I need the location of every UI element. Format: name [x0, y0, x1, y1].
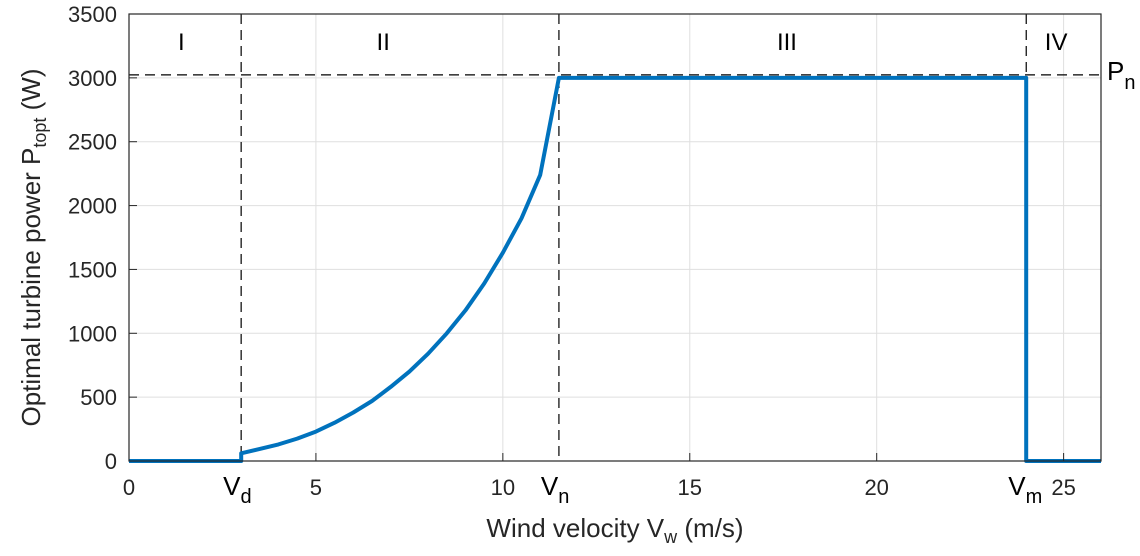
region-label: II [377, 29, 390, 56]
series-layer [129, 75, 1101, 463]
marker-label: Vm [1008, 471, 1042, 508]
y-tick-label: 2500 [68, 130, 117, 155]
y-tick-label: 500 [80, 385, 117, 410]
region-label: III [777, 29, 797, 56]
y-tick-label: 3500 [68, 2, 117, 27]
x-tick-label: 25 [1051, 475, 1075, 500]
y-tick-label: 0 [105, 449, 117, 474]
grid-lines [128, 13, 1101, 462]
marker-label: Vd [223, 471, 251, 508]
x-tick-label: 20 [864, 475, 888, 500]
x-tick-label: 10 [491, 475, 515, 500]
rated-power-label: Pn [1107, 56, 1135, 94]
reference-lines [129, 14, 1101, 461]
plot-frame [128, 13, 1102, 462]
y-axis-label: Optimal turbine power Ptopt (W) [16, 68, 50, 426]
x-tick-label: 0 [123, 475, 135, 500]
region-labels: I II III IV [178, 29, 1067, 56]
region-label: IV [1045, 29, 1068, 56]
x-tick-label: 5 [310, 475, 322, 500]
power-curve-series [129, 75, 1101, 463]
y-tick-label: 3000 [68, 66, 117, 91]
marker-labels: Vd Vn Vm Pn [223, 56, 1135, 508]
y-tick-label: 1500 [68, 257, 117, 282]
x-tick-labels: 0 5 10 15 20 25 [123, 453, 1076, 500]
y-tick-label: 2000 [68, 194, 117, 219]
x-tick-label: 15 [678, 475, 702, 500]
y-tick-labels: 0 500 1000 1500 2000 2500 3000 3500 [68, 2, 137, 474]
marker-label: Vn [541, 471, 569, 508]
region-label: I [178, 29, 185, 56]
x-axis-label: Wind velocity Vw (m/s) [486, 513, 743, 547]
y-tick-label: 1000 [68, 321, 117, 346]
